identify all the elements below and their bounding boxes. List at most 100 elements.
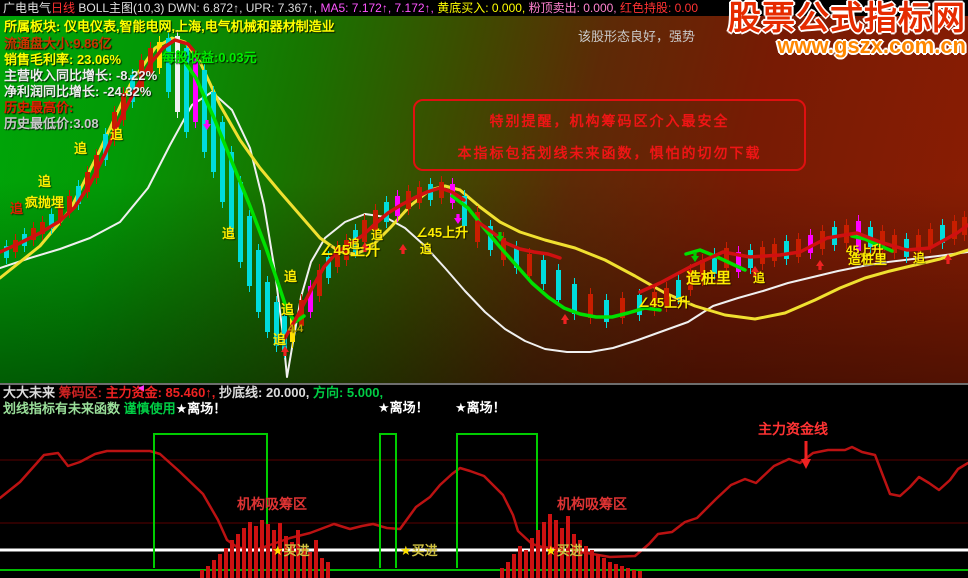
candle xyxy=(892,235,897,253)
volume-bar xyxy=(608,562,612,578)
buy-star-icon: ★ xyxy=(272,543,284,558)
candle xyxy=(373,210,378,230)
buy-arrow-icon xyxy=(751,266,759,276)
volume-bar xyxy=(200,570,204,578)
candle xyxy=(462,196,467,226)
candle xyxy=(335,247,340,267)
text-part: 广电电气 xyxy=(3,1,52,15)
candle xyxy=(604,300,609,322)
candle xyxy=(712,254,717,274)
candle xyxy=(344,240,349,260)
candle xyxy=(362,220,367,242)
candle xyxy=(103,134,108,160)
buy-arrow-icon xyxy=(399,244,407,254)
candle xyxy=(620,298,625,318)
candle xyxy=(772,244,777,261)
chart-annotation: 追 xyxy=(10,201,24,216)
volume-bar xyxy=(596,554,600,578)
candle xyxy=(664,288,669,306)
sell-arrow-icon xyxy=(496,232,504,242)
volume-bar xyxy=(542,522,546,578)
volume-bar xyxy=(500,568,504,578)
chart-annotation: 45上升 xyxy=(846,243,884,257)
chart-line xyxy=(638,223,968,294)
stat-gross-margin: 销售毛利率: 23.06% xyxy=(4,52,122,67)
volume-bar xyxy=(614,564,618,578)
stat-eps: 每股收益:0.03元 xyxy=(162,50,257,65)
volume-bar xyxy=(236,534,240,578)
volume-bar xyxy=(572,534,576,578)
candle xyxy=(238,182,243,262)
candle xyxy=(748,250,753,268)
candle xyxy=(247,216,252,286)
volume-bar xyxy=(260,520,264,578)
stat-hist-high: 历史最高价: xyxy=(4,100,74,115)
chart-annotation: ∠45上升 xyxy=(320,242,381,259)
buy-signal-label: ★买进 xyxy=(545,544,583,557)
volume-bar xyxy=(626,568,630,578)
text-part: 7.172↑, xyxy=(394,1,438,15)
main-kline-chart[interactable] xyxy=(0,16,968,383)
candle xyxy=(784,241,789,259)
text-part: 划线指标有未来函数 xyxy=(3,401,124,416)
volume-bar xyxy=(308,552,312,578)
text-part: 谨慎使用 xyxy=(123,401,176,416)
candle xyxy=(724,248,729,268)
volume-bar xyxy=(242,528,246,578)
buy-arrow-icon xyxy=(361,242,369,252)
chart-line xyxy=(176,50,306,324)
sub-indicator-panel[interactable] xyxy=(0,383,968,578)
text-part: 主力资金: xyxy=(105,385,166,400)
candle xyxy=(904,239,909,257)
site-watermark-title: 股票公式指标网 xyxy=(728,0,966,36)
candle xyxy=(175,36,180,112)
candle xyxy=(290,318,295,342)
chart-annotation: 追 xyxy=(273,332,287,347)
chart-annotation: 追 xyxy=(74,141,88,156)
volume-bar xyxy=(314,540,318,578)
chart-line xyxy=(0,445,968,559)
candle xyxy=(317,270,322,296)
volume-bar xyxy=(278,523,282,578)
chart-annotation: 追 xyxy=(371,228,384,242)
sub-indicator-canvas[interactable] xyxy=(0,385,968,578)
candle xyxy=(676,280,681,298)
volume-bar xyxy=(266,524,270,578)
buy-star-icon: ★ xyxy=(545,543,557,558)
chart-annotation: 追 xyxy=(284,269,298,284)
buy-arrow-icon xyxy=(944,254,952,264)
text-part: 筹码区: xyxy=(58,385,106,400)
chart-annotation: 4.4 xyxy=(288,323,304,335)
buy-star-icon: ★ xyxy=(400,543,412,558)
candle xyxy=(130,75,135,102)
text-part: 红色持股: 0.00 xyxy=(619,1,698,15)
main-kline-canvas[interactable] xyxy=(0,16,968,383)
volume-bar xyxy=(254,526,258,578)
stock-remark-text: 该股形态良好，强势 xyxy=(578,29,696,44)
sub-indicator-status-row1: 大大未来 筹码区: 主力资金: 85.460↑, 抄底线: 20.000, 方向… xyxy=(3,385,383,400)
volume-bar xyxy=(554,520,558,578)
candle xyxy=(637,295,642,315)
candle xyxy=(514,247,519,268)
candle xyxy=(940,225,945,243)
indicator-status-bar: 广电电气日线 BOLL主图(10,3) DWN: 6.872↑, UPR: 7.… xyxy=(0,0,968,16)
volume-bar xyxy=(530,538,534,578)
buy-arrow-icon xyxy=(561,314,569,324)
fund-line-label: 主力资金线 xyxy=(758,421,828,437)
volume-bar xyxy=(590,550,594,578)
chart-line xyxy=(850,234,894,253)
chart-annotation: 追 xyxy=(110,127,124,142)
chart-line xyxy=(283,186,466,340)
volume-bar xyxy=(224,548,228,578)
chart-annotation: 追 xyxy=(348,237,361,251)
candle xyxy=(282,316,287,352)
buy-signal-label: ★买进 xyxy=(400,544,438,557)
volume-bar xyxy=(326,562,330,578)
candle xyxy=(688,270,693,290)
volume-bar xyxy=(218,554,222,578)
volume-bar xyxy=(230,540,234,578)
candle xyxy=(928,229,933,247)
candle xyxy=(700,260,705,280)
volume-bar xyxy=(566,516,570,578)
chart-annotation: 追 xyxy=(38,174,52,189)
